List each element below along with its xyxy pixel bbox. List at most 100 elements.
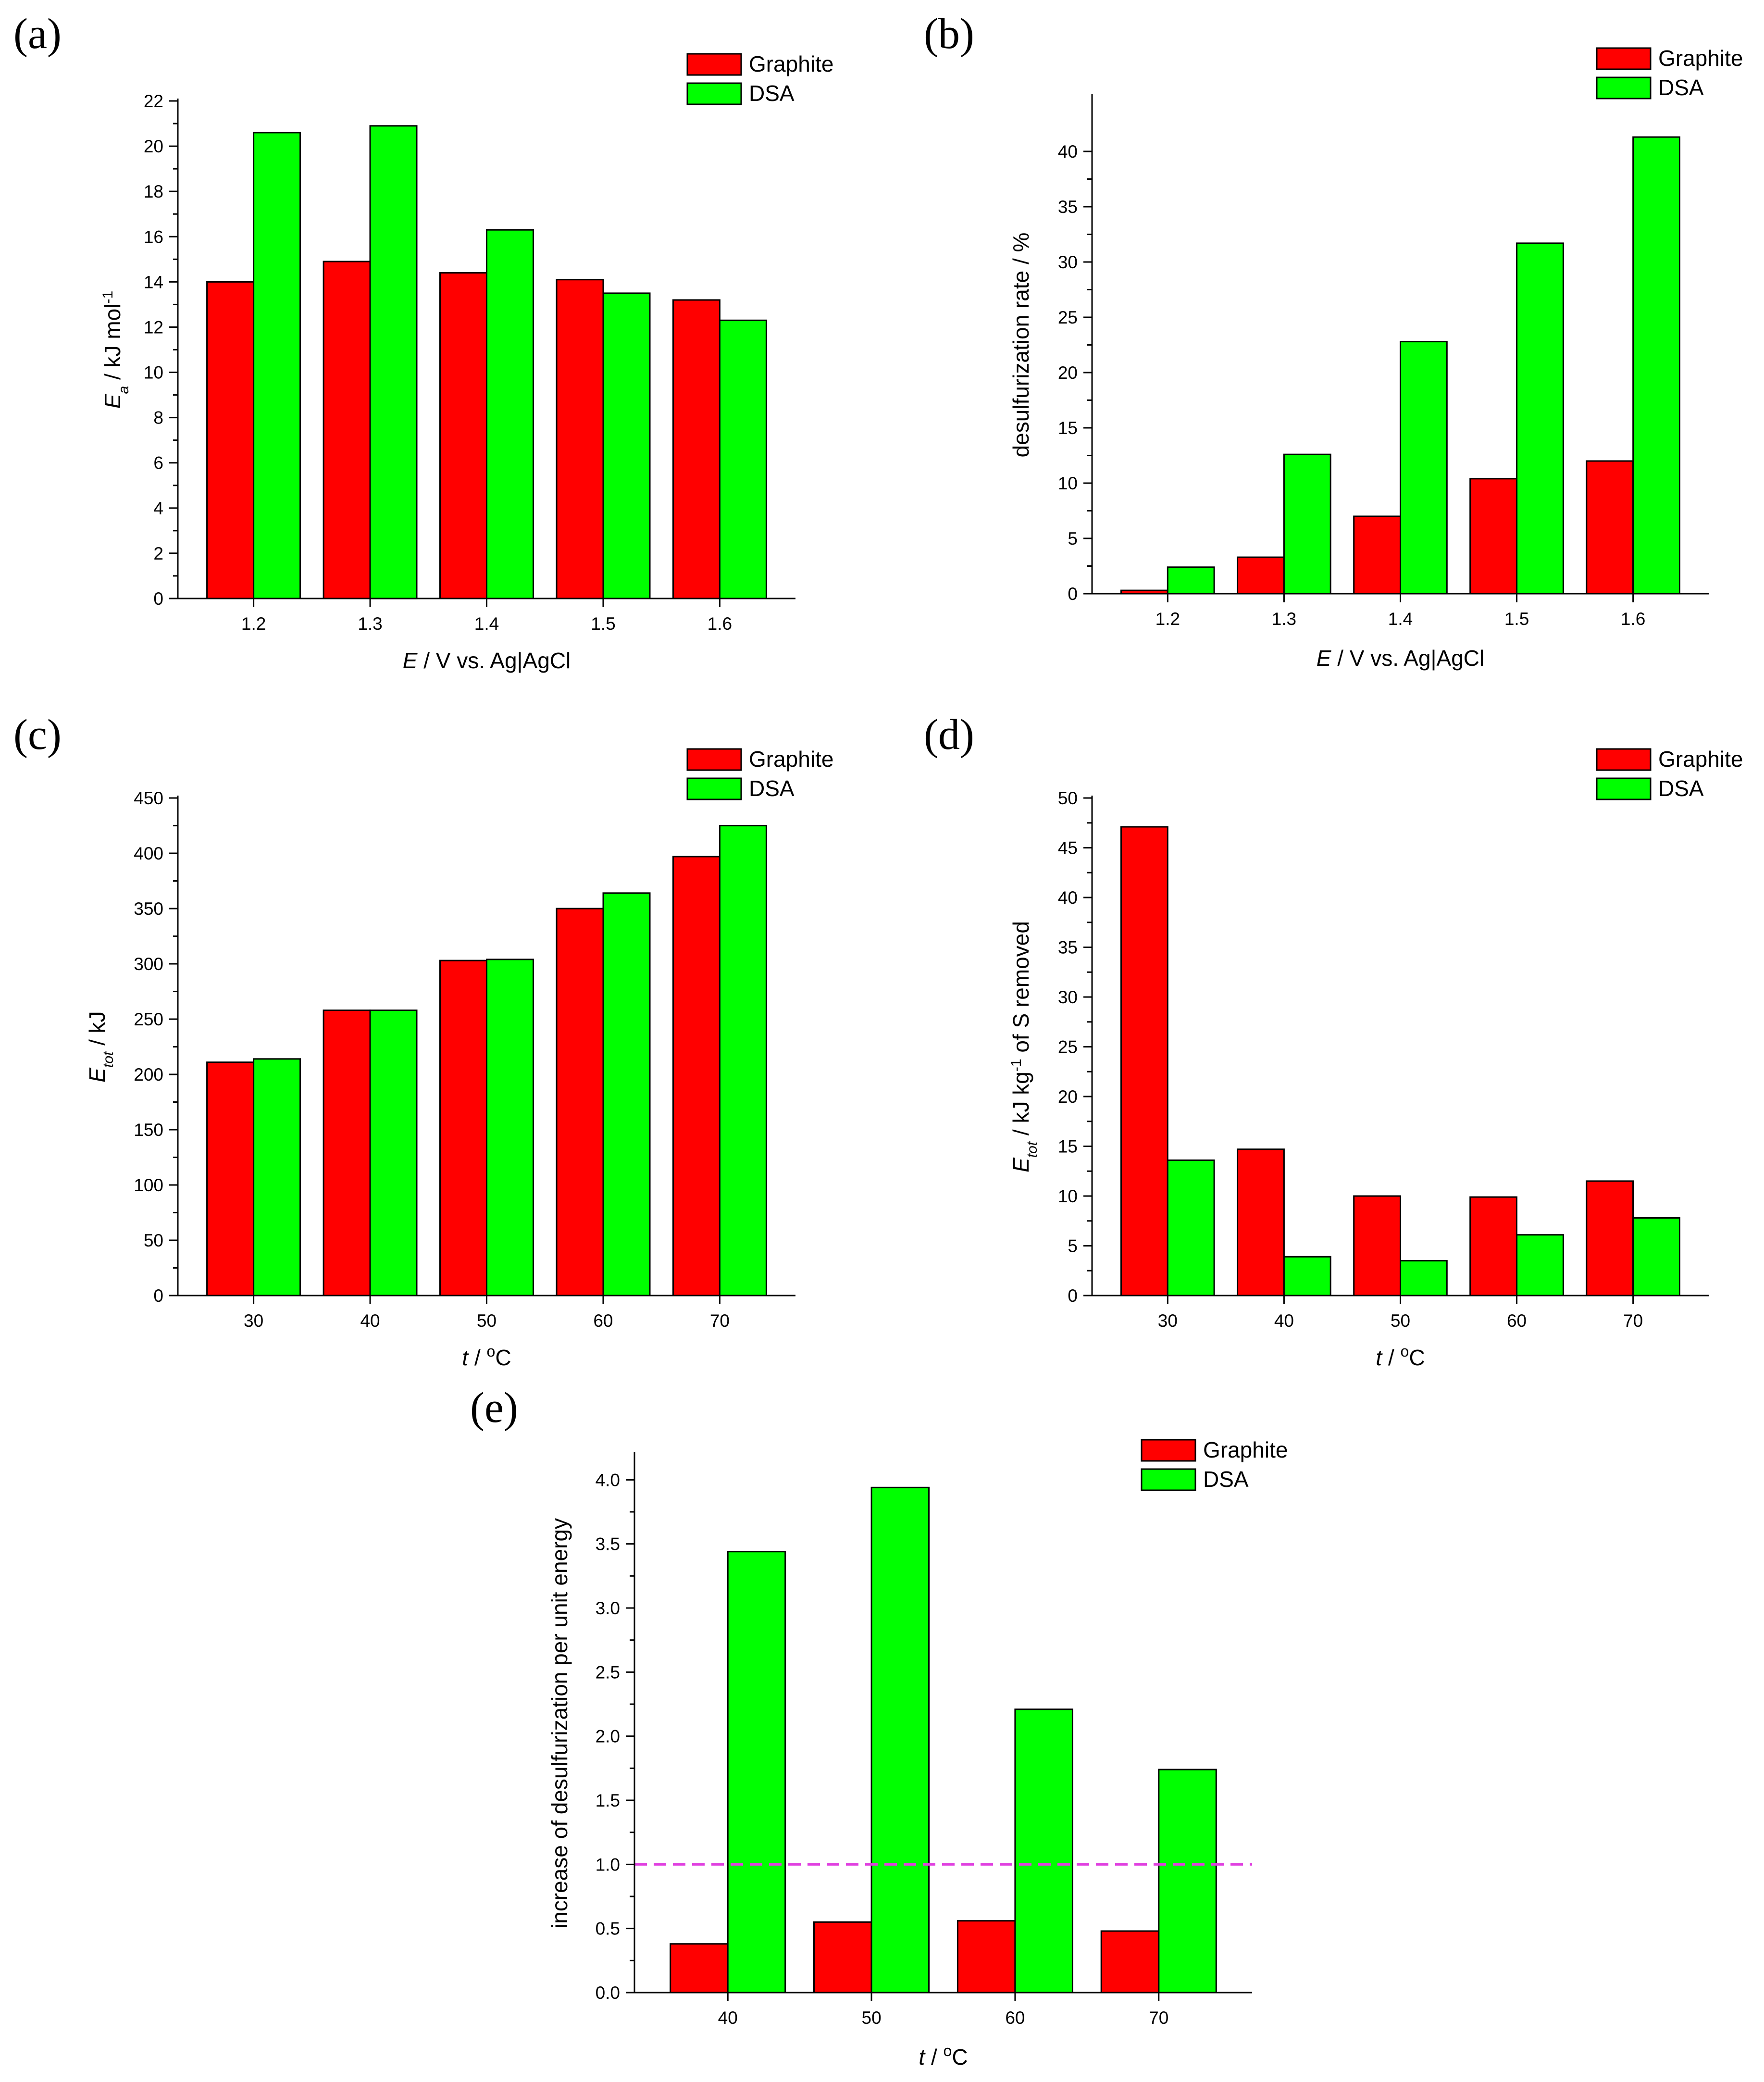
x-tick-label: 1.2 [241, 614, 266, 634]
y-tick-label: 10 [1058, 1186, 1078, 1206]
y-tick-label: 4 [153, 499, 163, 518]
y-tick-label: 14 [144, 272, 163, 292]
bar-graphite-40 [1237, 1148, 1285, 1297]
x-tick-label: 60 [593, 1311, 613, 1331]
y-tick-label: 18 [144, 182, 163, 201]
bar-graphite-1.5 [1469, 478, 1517, 595]
bar-dsa-1.3 [369, 125, 418, 599]
y-tick-label: 0 [153, 1286, 163, 1306]
chart-panel-3: (c) 0 50 100 150 200 250 300 350 400 450 30 40 50 60 70… [13, 711, 833, 1370]
y-tick-label: 0.0 [596, 1983, 620, 2003]
legend-swatch-graphite [1596, 47, 1652, 70]
x-tick-label: 1.3 [358, 614, 382, 634]
y-tick-label: 50 [1058, 788, 1078, 808]
legend: Graphite DSA [686, 747, 833, 801]
y-tick-label: 1.5 [596, 1791, 620, 1810]
y-tick-label: 3.5 [596, 1534, 620, 1554]
bar-dsa-1.4 [486, 229, 534, 599]
y-tick-label: 0 [1068, 1286, 1078, 1306]
y-tick-label: 100 [134, 1175, 163, 1195]
y-tick-label: 15 [1058, 418, 1078, 438]
legend-swatch-dsa [686, 777, 742, 800]
panel-letter: (e) [470, 1384, 518, 1432]
legend-label-graphite: Graphite [1203, 1437, 1288, 1462]
legend-swatch-dsa [1596, 76, 1652, 100]
bar-graphite-1.6 [1586, 460, 1634, 595]
bar-dsa-60 [1014, 1708, 1073, 1994]
x-tick-label: 1.4 [474, 614, 499, 634]
bar-dsa-40 [727, 1551, 786, 1994]
bar-dsa-70 [719, 825, 767, 1297]
x-tick-label: 30 [1158, 1311, 1178, 1331]
y-tick-label: 20 [1058, 363, 1078, 383]
bar-graphite-70 [1586, 1180, 1634, 1297]
x-tick-label: 70 [710, 1311, 730, 1331]
bar-graphite-30 [206, 1061, 255, 1297]
legend-swatch-dsa [1141, 1468, 1196, 1491]
chart-panel-1: (a) 0 2 4 6 8 10 12 14 16 18 20 22 1.2 1.3 1.4 1.5 1.6 E /… [13, 10, 833, 673]
y-axis-label: increase of desulfurization per unit ene… [547, 1518, 572, 1929]
bar-graphite-60 [556, 908, 604, 1297]
y-tick-label: 350 [134, 899, 163, 919]
legend: Graphite DSA [1596, 46, 1743, 100]
x-tick-label: 50 [862, 2008, 882, 2028]
x-tick-label: 1.6 [1621, 609, 1645, 629]
y-tick-label: 35 [1058, 197, 1078, 217]
y-tick-label: 0 [1068, 584, 1078, 604]
y-tick-label: 22 [144, 91, 163, 111]
x-tick-label: 1.2 [1155, 609, 1180, 629]
bar-dsa-70 [1632, 1217, 1680, 1297]
bar-dsa-50 [1400, 1260, 1448, 1297]
y-tick-label: 6 [153, 453, 163, 473]
x-tick-label: 40 [1274, 1311, 1294, 1331]
legend: Graphite DSA [1141, 1437, 1288, 1492]
panel-letter: (a) [13, 10, 62, 58]
legend-swatch-graphite [686, 748, 742, 771]
bar-dsa-30 [253, 1058, 301, 1297]
y-tick-label: 10 [1058, 474, 1078, 493]
x-tick-label: 1.3 [1272, 609, 1296, 629]
bar-dsa-1.2 [1167, 566, 1215, 595]
bar-dsa-70 [1158, 1769, 1217, 1994]
bar-graphite-1.3 [1237, 556, 1285, 595]
legend-swatch-graphite [686, 53, 742, 76]
y-tick-label: 20 [144, 137, 163, 156]
x-tick-label: 1.5 [591, 614, 615, 634]
legend: Graphite DSA [686, 51, 833, 106]
bar-graphite-1.3 [323, 261, 371, 599]
legend-label-dsa: DSA [1658, 75, 1704, 100]
bar-dsa-50 [486, 959, 534, 1297]
x-axis-label: t / oC [462, 1343, 511, 1370]
y-tick-label: 300 [134, 954, 163, 974]
x-axis-label: E / V vs. Ag|AgCl [403, 648, 571, 673]
bar-dsa-50 [870, 1486, 930, 1994]
bar-dsa-1.5 [602, 292, 651, 599]
bar-graphite-1.5 [556, 279, 604, 599]
x-tick-label: 70 [1149, 2008, 1168, 2028]
legend-label-dsa: DSA [1203, 1467, 1249, 1492]
y-tick-label: 25 [1058, 308, 1078, 327]
y-tick-label: 450 [134, 788, 163, 808]
bar-graphite-1.6 [672, 299, 721, 599]
legend-swatch-graphite [1141, 1439, 1196, 1462]
legend-swatch-dsa [1596, 777, 1652, 800]
y-tick-label: 40 [1058, 888, 1078, 908]
y-tick-label: 400 [134, 844, 163, 863]
y-axis-label: Etot / kJ kg-1 of S removed [1008, 921, 1040, 1172]
x-tick-label: 1.4 [1388, 609, 1413, 629]
chart-panel-5: (e) 0.0 0.5 1.0 1.5 2.0 2.5 3.0 3.5 4.0 40 50 60 70 t … [470, 1384, 1288, 2070]
legend-label-graphite: Graphite [749, 747, 833, 772]
bar-graphite-40 [670, 1943, 729, 1994]
bar-graphite-1.2 [206, 281, 255, 599]
bar-graphite-60 [1469, 1196, 1517, 1297]
y-tick-label: 50 [144, 1231, 163, 1250]
chart-panel-4: (d) 0 5 10 15 20 25 30 35 40 45 50 30 40 50 60 70 t / oC E… [924, 711, 1743, 1370]
bar-dsa-1.5 [1516, 242, 1564, 595]
bar-dsa-1.6 [1632, 136, 1680, 595]
y-tick-label: 2 [153, 544, 163, 563]
legend-label-dsa: DSA [749, 81, 795, 106]
bar-graphite-30 [1120, 826, 1168, 1297]
bar-dsa-60 [602, 892, 651, 1297]
x-tick-label: 50 [1391, 1311, 1410, 1331]
